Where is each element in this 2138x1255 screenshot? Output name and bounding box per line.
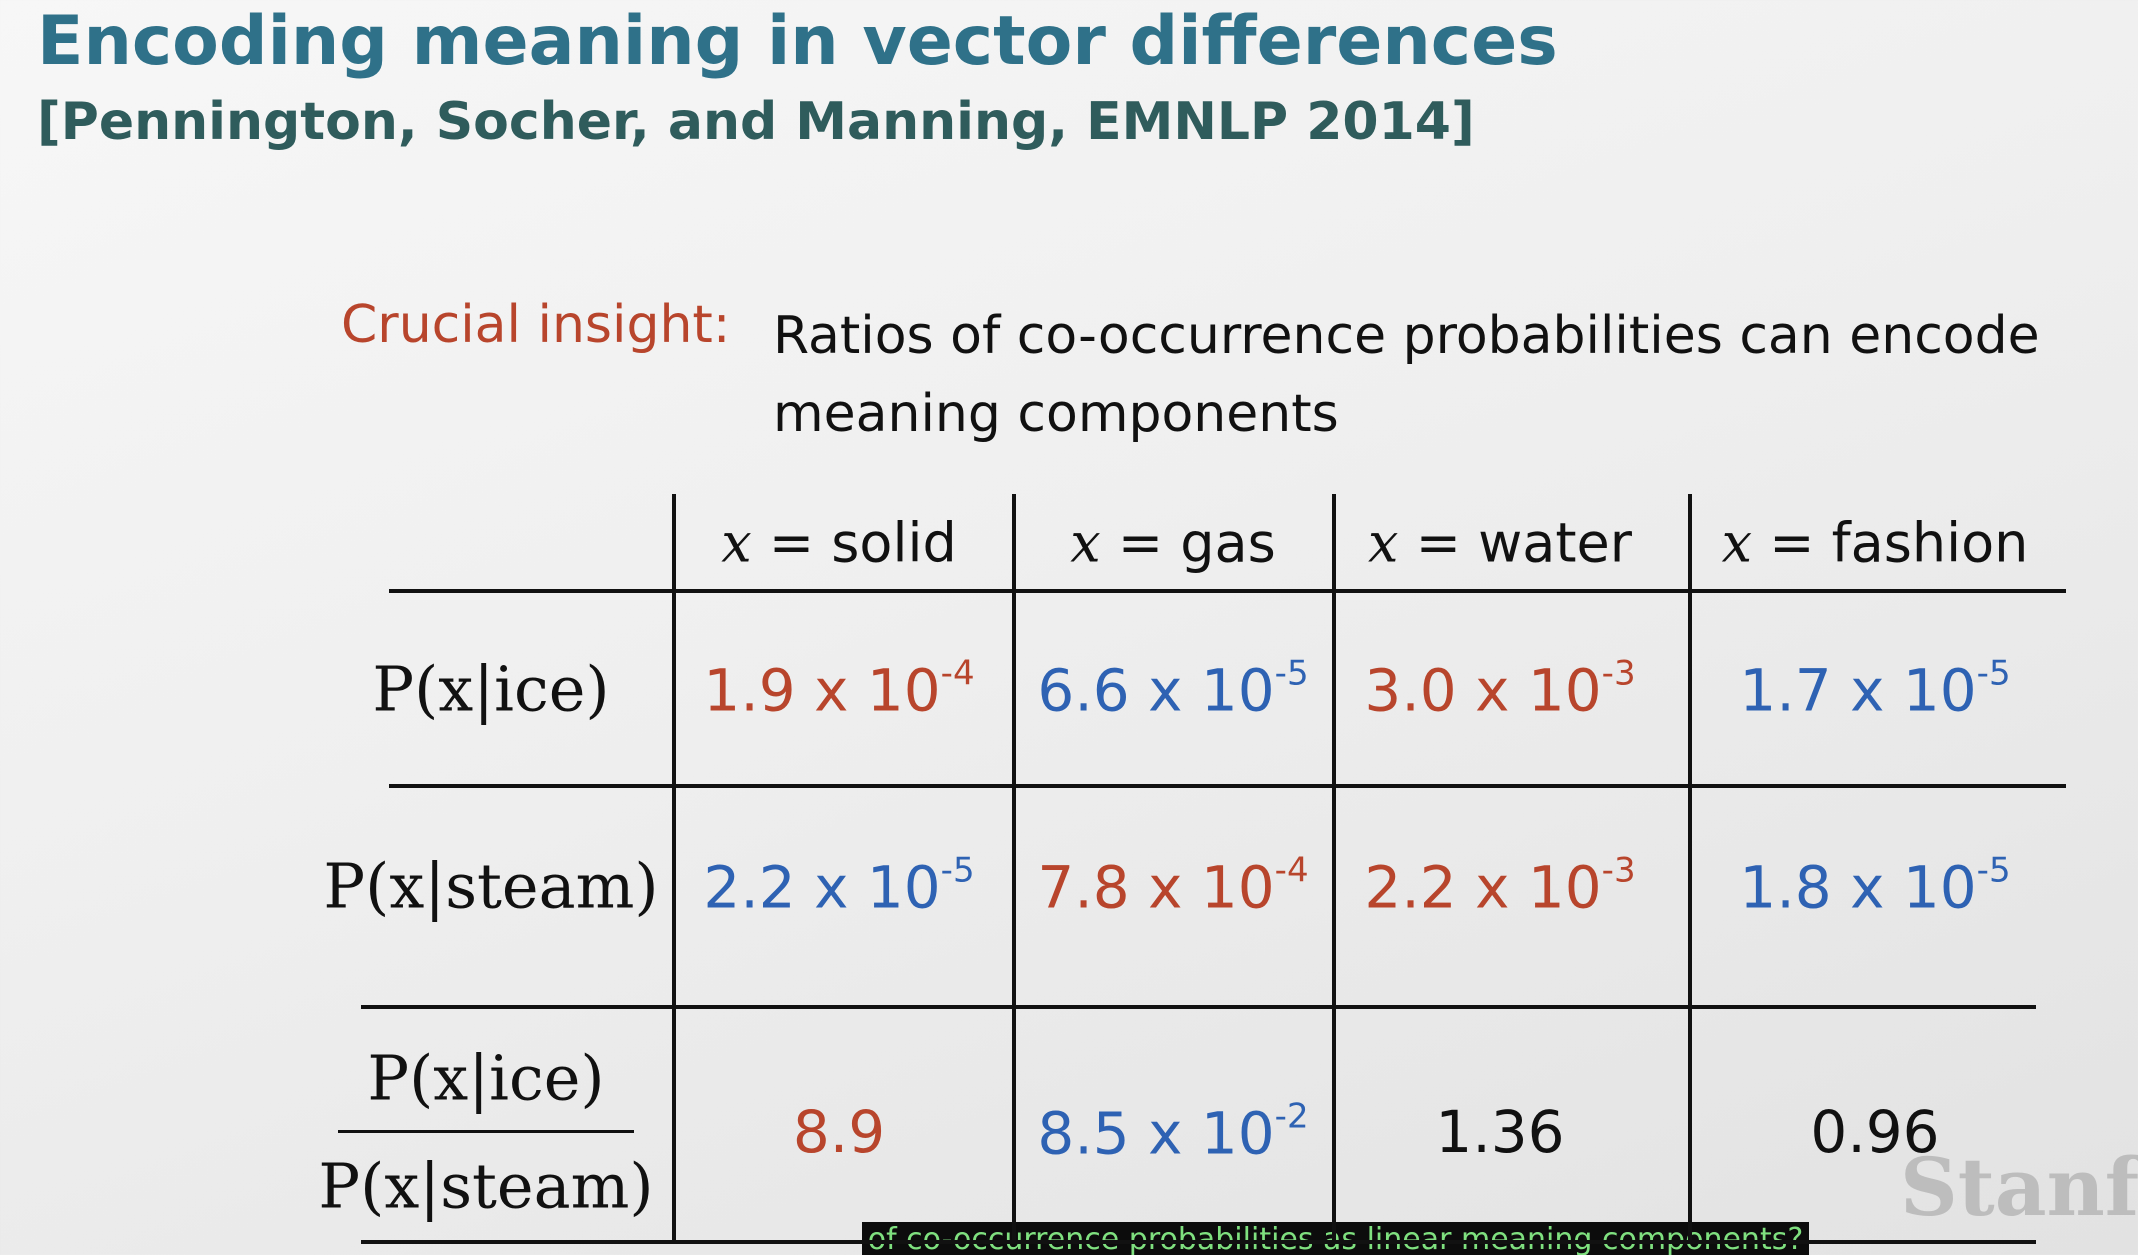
title: Encoding meaning in vector differences xyxy=(37,2,1558,81)
insight-text: Ratios of co-occurrence probabilities ca… xyxy=(773,306,2040,444)
cell-exponent: -4 xyxy=(1274,850,1309,891)
cell-exponent: -5 xyxy=(1976,653,2011,694)
insight-label: Crucial insight: xyxy=(341,295,731,355)
column-text: = solid xyxy=(768,511,957,575)
table-rule xyxy=(389,784,2066,788)
table-cell: 1.8 x 10-5 xyxy=(1739,851,2010,922)
table-cell: 8.9 xyxy=(793,1098,885,1166)
cell-value: 6.6 x 10 xyxy=(1037,656,1275,725)
table-cell: 1.9 x 10-4 xyxy=(703,654,974,725)
table-cell: 1.7 x 10-5 xyxy=(1739,654,2010,725)
cell-value: 1.8 x 10 xyxy=(1739,853,1977,922)
column-header: x = water xyxy=(1368,512,1632,575)
cell-value: 8.5 x 10 xyxy=(1037,1099,1275,1168)
cell-exponent: -3 xyxy=(1601,653,1636,694)
column-header: x = fashion xyxy=(1722,512,2029,575)
cell-value: 0.96 xyxy=(1810,1098,1940,1166)
table-cell: 3.0 x 10-3 xyxy=(1364,654,1635,725)
table-cell: 2.2 x 10-3 xyxy=(1364,851,1635,922)
ratio-denominator: P(x|steam) xyxy=(318,1149,654,1223)
column-header: x = solid xyxy=(721,512,957,575)
column-variable: x xyxy=(721,511,752,575)
column-text: = gas xyxy=(1117,511,1276,575)
row-label: P(x|ice) xyxy=(372,652,610,726)
table-rule xyxy=(389,589,2066,593)
column-variable: x xyxy=(1721,511,1753,575)
column-variable: x xyxy=(1368,511,1399,575)
column-text: = water xyxy=(1415,511,1632,575)
table-rule xyxy=(1012,494,1016,1241)
table-rule xyxy=(1332,494,1336,1241)
cell-value: 1.36 xyxy=(1435,1098,1565,1166)
cell-value: 2.2 x 10 xyxy=(1364,853,1602,922)
cell-value: 7.8 x 10 xyxy=(1037,853,1275,922)
table-rule xyxy=(338,1130,634,1133)
cell-value: 2.2 x 10 xyxy=(703,853,941,922)
table-rule xyxy=(361,1005,2036,1009)
cell-exponent: -5 xyxy=(1976,850,2011,891)
ratio-numerator: P(x|ice) xyxy=(367,1041,605,1115)
cell-value: 3.0 x 10 xyxy=(1364,656,1602,725)
table-rule xyxy=(361,1240,2036,1244)
table-cell: 6.6 x 10-5 xyxy=(1037,654,1308,725)
row-label: P(x|steam) xyxy=(323,849,659,923)
table-cell: 2.2 x 10-5 xyxy=(703,851,974,922)
column-header: x = gas xyxy=(1070,512,1276,575)
cell-exponent: -5 xyxy=(940,850,975,891)
cell-value: 8.9 xyxy=(792,1098,886,1166)
cell-exponent: -3 xyxy=(1601,850,1636,891)
table-cell: 8.5 x 10-2 xyxy=(1037,1097,1308,1168)
column-text: = fashion xyxy=(1769,511,2029,575)
cell-exponent: -2 xyxy=(1274,1096,1309,1137)
cell-exponent: -5 xyxy=(1274,653,1309,694)
table-cell: 0.96 xyxy=(1810,1098,1939,1166)
cell-value: 1.7 x 10 xyxy=(1739,656,1977,725)
table-cell: 1.36 xyxy=(1435,1098,1564,1166)
cell-value: 1.9 x 10 xyxy=(703,656,941,725)
table-cell: 7.8 x 10-4 xyxy=(1037,851,1308,922)
column-variable: x xyxy=(1070,511,1101,575)
citation: [Pennington, Socher, and Manning, EMNLP … xyxy=(37,92,1475,152)
cell-exponent: -4 xyxy=(940,653,975,694)
table-rule xyxy=(1688,494,1692,1241)
table-rule xyxy=(672,494,676,1241)
